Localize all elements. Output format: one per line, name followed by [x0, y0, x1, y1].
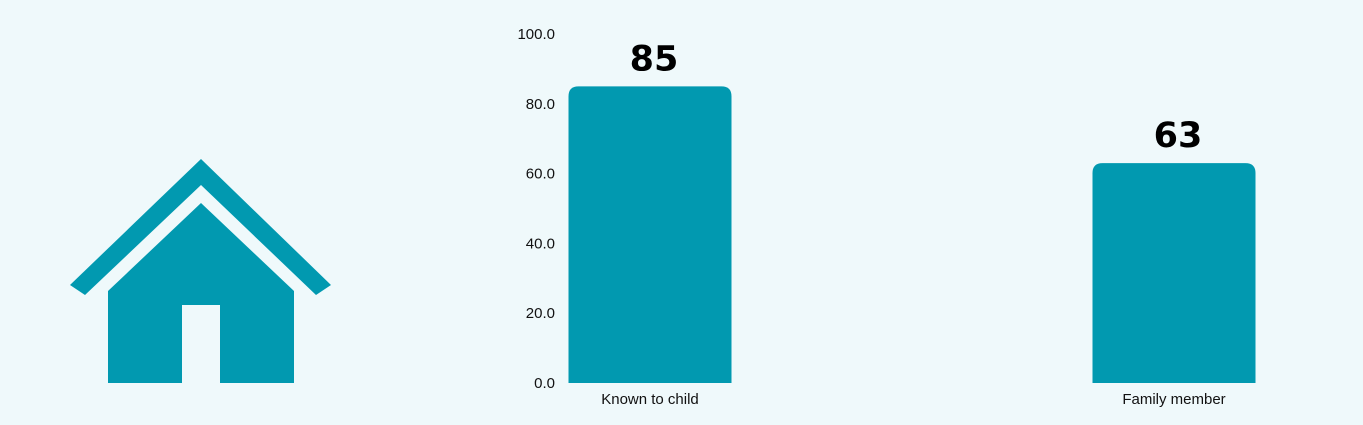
y-tick-label: 80.0 [526, 96, 555, 113]
y-tick-label: 0.0 [534, 375, 555, 392]
x-category-label: Known to child [601, 391, 699, 408]
house-body [108, 203, 294, 383]
house-icon [70, 159, 331, 383]
bar-data-label: 85 [630, 39, 679, 79]
y-axis: 0.0 20.0 40.0 60.0 80.0 100.0 [517, 26, 555, 392]
bar [1092, 163, 1256, 383]
house-roof [70, 159, 331, 295]
x-axis: Known to child Family member [601, 391, 1225, 408]
y-tick-label: 40.0 [526, 235, 555, 252]
y-tick-label: 60.0 [526, 166, 555, 183]
bar [568, 86, 732, 383]
bar-data-label: 63 [1154, 116, 1203, 156]
y-tick-label: 100.0 [517, 26, 555, 43]
y-tick-label: 20.0 [526, 305, 555, 322]
bars: 85 63 [568, 39, 1256, 383]
x-category-label: Family member [1122, 391, 1225, 408]
